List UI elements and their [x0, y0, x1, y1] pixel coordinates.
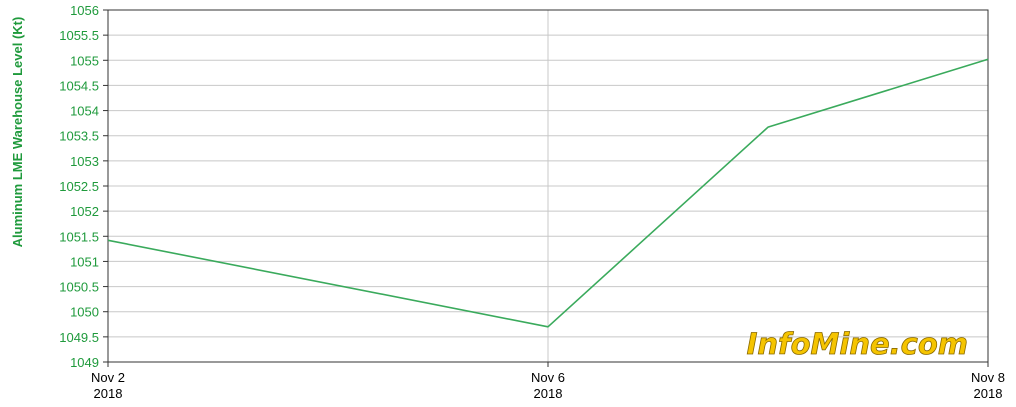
y-tick-label: 1052.5 — [59, 179, 99, 194]
y-tick-label: 1050.5 — [59, 280, 99, 295]
y-tick-label: 1055 — [70, 53, 99, 68]
y-tick-label: 1051 — [70, 254, 99, 269]
grid — [108, 9, 988, 363]
y-axis-label: Aluminum LME Warehouse Level (Kt) — [10, 17, 25, 248]
x-tick-year: 2018 — [94, 386, 123, 401]
watermark: InfoMine.com — [747, 327, 968, 361]
y-tick-label: 1056 — [70, 3, 99, 18]
y-tick-label: 1055.5 — [59, 28, 99, 43]
x-tick-year: 2018 — [534, 386, 563, 401]
y-tick-label: 1053 — [70, 154, 99, 169]
series-line — [107, 58, 989, 328]
series — [107, 58, 989, 328]
x-tick-label: Nov 6 — [531, 370, 565, 385]
y-tick-labels: 1049 1049.5 1050 1050.5 1051 1051.5 1052 1052.5… — [59, 3, 99, 370]
x-tick-label: Nov 8 — [971, 370, 1005, 385]
x-tick-label: Nov 2 — [91, 370, 125, 385]
y-tick-label: 1051.5 — [59, 229, 99, 244]
y-tick-label: 1050 — [70, 305, 99, 320]
y-tick-label: 1054 — [70, 104, 99, 119]
y-tick-label: 1049 — [70, 355, 99, 370]
plot-frame — [107, 9, 989, 363]
y-tick-label: 1049.5 — [59, 330, 99, 345]
y-tick-label: 1052 — [70, 204, 99, 219]
y-tick-label: 1054.5 — [59, 78, 99, 93]
y-tick-label: 1053.5 — [59, 129, 99, 144]
x-tick-year: 2018 — [974, 386, 1003, 401]
axes — [103, 9, 989, 367]
